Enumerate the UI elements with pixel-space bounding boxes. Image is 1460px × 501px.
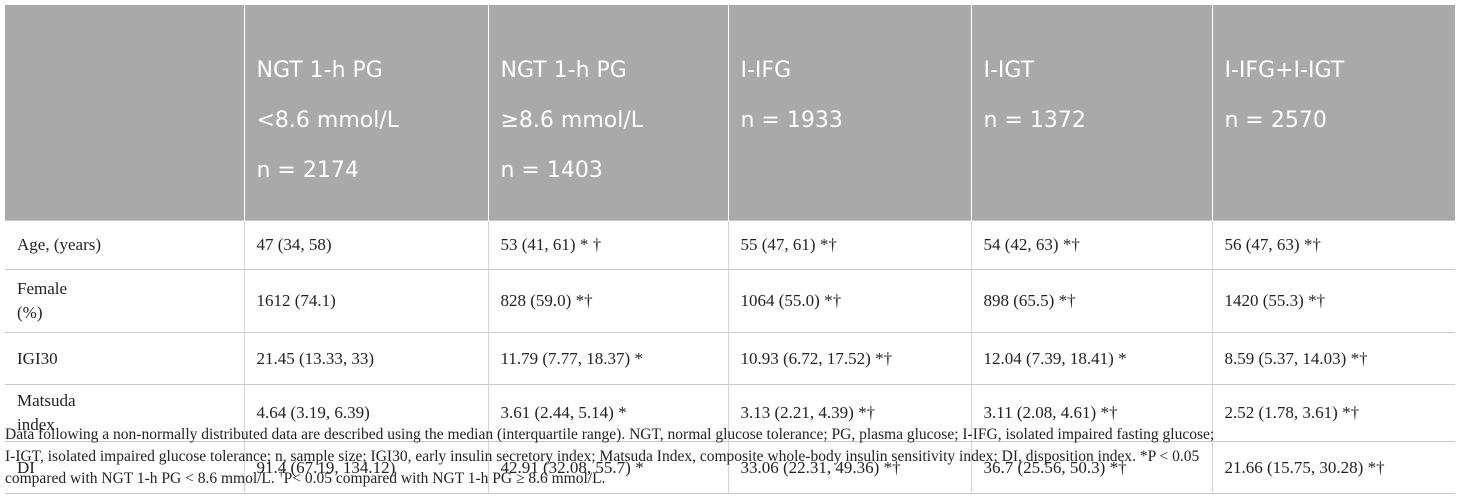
row-label-line: Age, (years) (17, 235, 102, 254)
table-cell: 3.11 (2.08, 4.61) *† (970, 384, 1212, 442)
footnote-line: I-IGT, isolated impaired glucose toleran… (5, 448, 1200, 465)
footnote-line: Data following a non-normally distribute… (5, 426, 1215, 443)
table-cell: 3.13 (2.21, 4.39) *† (727, 384, 971, 442)
table-row-igi30: IGI30 21.45 (13.33, 33) 11.79 (7.77, 18.… (5, 332, 1455, 385)
header-cell-empty (5, 5, 244, 221)
table-cell: 21.45 (13.33, 33) (243, 332, 488, 385)
table-row-matsuda: Matsuda index 4.64 (3.19, 6.39) 3.61 (2.… (5, 384, 1455, 442)
table-cell: 42.91 (32.08, 55.7) * (487, 441, 728, 494)
header-cell-i-ifg-i-igt: I-IFG+I-IGT n = 2570 (1211, 5, 1455, 221)
table-cell: 4.64 (3.19, 6.39) (243, 384, 488, 442)
table-cell: 2.52 (1.78, 3.61) *† (1211, 384, 1455, 442)
table-row-di: DI 91.4 (67.19, 134.12) 42.91 (32.08, 55… (5, 441, 1455, 494)
header-line: n = 2570 (1224, 108, 1327, 133)
table-cell: 8.59 (5.37, 14.03) *† (1211, 332, 1455, 385)
row-label: DI (5, 441, 244, 494)
table-cell: 1064 (55.0) *† (727, 269, 971, 333)
table-cell: 828 (59.0) *† (487, 269, 728, 333)
row-label: IGI30 (5, 332, 244, 385)
table-footnote: Data following a non-normally distribute… (5, 424, 1455, 490)
header-line: I-IFG+I-IGT (1224, 58, 1345, 83)
footnote-text: compared with NGT 1-h PG < 8.6 mmol/L. (5, 470, 279, 487)
row-label-line: DI (17, 457, 35, 477)
dagger-mark: † (278, 468, 284, 480)
header-line: n = 1372 (983, 108, 1086, 133)
table-cell: 47 (34, 58) (243, 220, 488, 270)
row-label-line: (%) (17, 303, 43, 322)
header-line: <8.6 mmol/L (256, 108, 400, 133)
table-cell: 36.7 (25.56, 50.3) *† (970, 441, 1212, 494)
data-table-container: NGT 1-h PG <8.6 mmol/L n = 2174 NGT 1-h … (5, 5, 1455, 494)
header-line: NGT 1-h PG (256, 58, 383, 83)
table-cell: 1612 (74.1) (243, 269, 488, 333)
row-label-line: Female (17, 279, 68, 298)
table-cell: 54 (42, 63) *† (970, 220, 1212, 270)
table-cell: 91.4 (67.19, 134.12) (243, 441, 488, 494)
header-line: I-IFG (740, 58, 792, 83)
row-label: Age, (years) (5, 220, 244, 270)
table-cell: 56 (47, 63) *† (1211, 220, 1455, 270)
table-cell: 11.79 (7.77, 18.37) * (487, 332, 728, 385)
table-cell: 21.66 (15.75, 30.28) *† (1211, 441, 1455, 494)
row-label: Matsuda index (5, 384, 244, 442)
table-header-row: NGT 1-h PG <8.6 mmol/L n = 2174 NGT 1-h … (5, 5, 1455, 221)
header-line: n = 1933 (740, 108, 843, 133)
table-cell: 33.06 (22.31, 49.36) *† (727, 441, 971, 494)
header-line: n = 2174 (256, 158, 359, 183)
table-row-female: Female (%) 1612 (74.1) 828 (59.0) *† 106… (5, 269, 1455, 333)
table-cell: 53 (41, 61) * † (487, 220, 728, 270)
header-cell-i-ifg: I-IFG n = 1933 (727, 5, 971, 221)
data-table: NGT 1-h PG <8.6 mmol/L n = 2174 NGT 1-h … (5, 5, 1455, 494)
header-line: I-IGT (983, 58, 1035, 83)
row-label-line: IGI30 (17, 348, 58, 368)
row-label: Female (%) (5, 269, 244, 333)
footnote-line: compared with NGT 1-h PG < 8.6 mmol/L. †… (5, 468, 1455, 490)
header-cell-i-igt: I-IGT n = 1372 (970, 5, 1212, 221)
header-cell-ngt-low: NGT 1-h PG <8.6 mmol/L n = 2174 (243, 5, 488, 221)
table-cell: 55 (47, 61) *† (727, 220, 971, 270)
table-cell: 3.61 (2.44, 5.14) * (487, 384, 728, 442)
row-label-line: Matsuda (17, 391, 76, 410)
footnote-text: P< 0.05 compared with NGT 1-h PG ≥ 8.6 m… (283, 470, 606, 487)
table-row-age: Age, (years) 47 (34, 58) 53 (41, 61) * †… (5, 220, 1455, 270)
header-line: n = 1403 (500, 158, 603, 183)
row-label-line: index (17, 415, 55, 434)
header-line: ≥8.6 mmol/L (500, 108, 644, 133)
table-cell: 10.93 (6.72, 17.52) *† (727, 332, 971, 385)
header-line: NGT 1-h PG (500, 58, 627, 83)
table-cell: 12.04 (7.39, 18.41) * (970, 332, 1212, 385)
header-cell-ngt-high: NGT 1-h PG ≥8.6 mmol/L n = 1403 (487, 5, 728, 221)
table-cell: 898 (65.5) *† (970, 269, 1212, 333)
table-cell: 1420 (55.3) *† (1211, 269, 1455, 333)
